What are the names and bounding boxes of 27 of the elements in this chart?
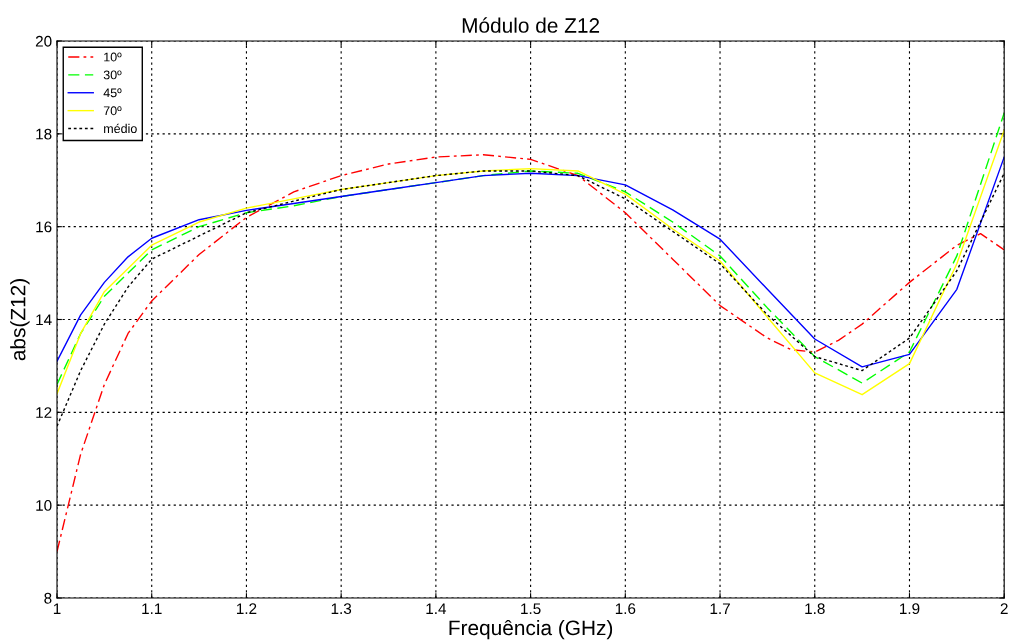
- y-axis-title: abs(Z12): [10, 279, 30, 361]
- y-tick-label: 14: [36, 314, 52, 326]
- x-tick-label: 1.8: [805, 603, 825, 615]
- y-tick-label: 10: [36, 500, 52, 511]
- x-tick-label: 1.3: [331, 603, 352, 615]
- x-axis-title: Frequência (GHz): [449, 619, 613, 640]
- x-tick-label: 1.1: [142, 603, 162, 614]
- chart-title: Módulo de Z12: [462, 17, 600, 33]
- legend-label: 10º: [104, 52, 122, 62]
- x-tick-label: 1.5: [521, 603, 541, 615]
- x-tick-label: 1.7: [710, 603, 730, 614]
- y-tick-label: 20: [35, 35, 52, 47]
- legend-label: 30º: [103, 70, 122, 80]
- line-series: [57, 156, 1005, 368]
- y-tick-label: 16: [36, 221, 52, 233]
- legend-label: 45º: [103, 88, 122, 98]
- y-tick-label: 12: [36, 407, 52, 418]
- legend-label: 70º: [103, 106, 122, 116]
- x-tick-label: 1.9: [900, 603, 920, 615]
- legend-label: médio: [104, 123, 137, 134]
- y-tick-label: 18: [36, 128, 52, 140]
- x-tick-label: 1.2: [236, 603, 257, 614]
- x-tick-label: 1.4: [426, 603, 447, 614]
- x-tick-label: 1: [53, 603, 61, 614]
- y-tick-label: 8: [44, 592, 52, 604]
- x-tick-label: 1.6: [615, 603, 636, 615]
- x-tick-label: 2: [1000, 603, 1008, 614]
